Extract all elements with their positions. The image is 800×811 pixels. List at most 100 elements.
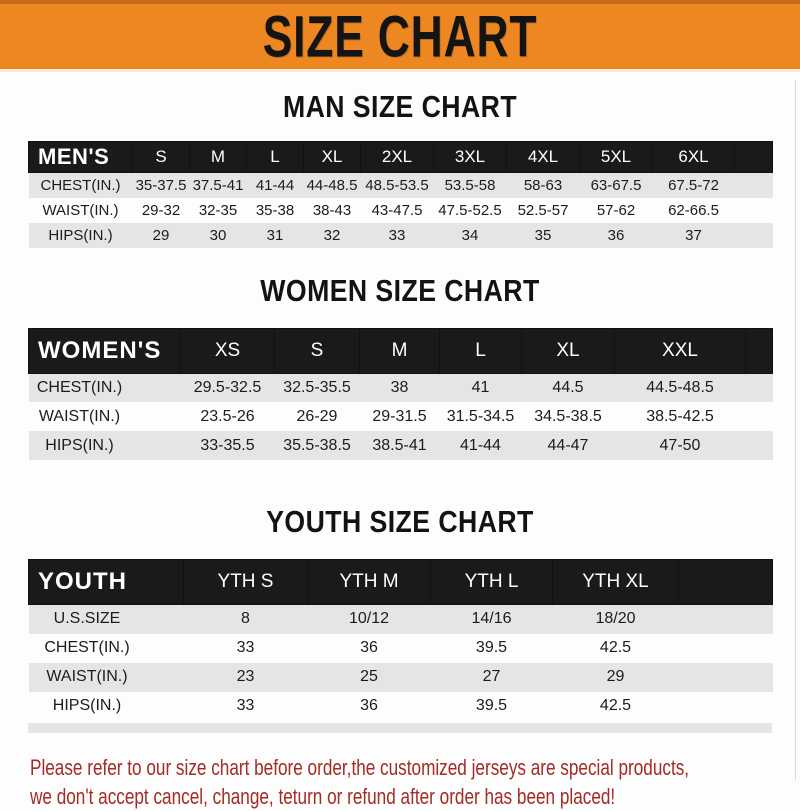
table-header-label: YOUTH [28, 559, 184, 605]
size-cell: 67.5-72 [668, 176, 719, 194]
women-size-table: WOMEN'S XS S M L XL XXL CHEST(IN.) 29.5-32.5 32.5… [28, 327, 773, 460]
size-cell: 41 [471, 378, 490, 396]
header-filler [678, 559, 773, 605]
row-label: HIPS(IN.) [48, 226, 113, 244]
column-header: XXL [614, 327, 746, 374]
table-row: U.S.SIZE 8 10/12 14/16 18/20 [28, 604, 773, 634]
size-cell: 35 [534, 226, 552, 244]
column-header: S [274, 327, 360, 374]
column-header: XS [180, 327, 275, 374]
table-row: WAIST(IN.) 29-32 32-35 35-38 38-43 43-47.5 47.… [28, 197, 773, 223]
size-cell: 62-66.5 [668, 201, 719, 219]
table-header-label: WOMEN'S [28, 327, 181, 374]
row-filler [679, 605, 773, 634]
column-header: 3XL [433, 141, 507, 173]
column-header: YTH XL [552, 559, 679, 605]
size-cell: 32.5-35.5 [283, 378, 351, 396]
column-header: XL [521, 327, 615, 374]
size-cell: 29 [152, 226, 170, 244]
size-cell: 32-35 [198, 201, 238, 219]
row-filler [735, 173, 773, 198]
size-cell: 33 [236, 697, 255, 714]
size-cell: 53.5-58 [444, 176, 496, 194]
row-label: HIPS(IN.) [52, 697, 122, 714]
column-header: YTH L [430, 559, 553, 605]
size-cell: 32 [323, 226, 341, 244]
man-size-chart-title: MAN SIZE CHART [282, 89, 518, 124]
youth-size-table: YOUTH YTH S YTH M YTH L YTH XL U.S.SIZE 8 10/12… [28, 559, 773, 721]
size-cell: 41-44 [255, 176, 295, 194]
size-cell: 33-35.5 [200, 436, 255, 454]
size-cell: 29 [606, 668, 625, 685]
size-cell: 42.5 [599, 639, 632, 656]
size-cell: 38-43 [312, 201, 352, 219]
order-policy-note: Please refer to our size chart before or… [30, 753, 800, 811]
row-label: HIPS(IN.) [45, 436, 114, 454]
size-cell: 42.5 [599, 697, 632, 714]
size-cell: 25 [360, 668, 378, 685]
row-label: CHEST(IN.) [36, 378, 123, 396]
row-label: CHEST(IN.) [40, 176, 121, 194]
size-cell: 44-47 [547, 436, 589, 454]
row-filler [746, 402, 773, 431]
size-cell: 58-63 [523, 176, 563, 194]
header-filler [745, 327, 773, 374]
column-header: 6XL [652, 141, 735, 173]
size-cell: 52.5-57 [517, 201, 569, 219]
table-row: CHEST(IN.) 35-37.5 37.5-41 41-44 44-48.5 48.5… [28, 172, 773, 198]
column-header: YTH M [307, 559, 431, 605]
size-cell: 43-47.5 [371, 201, 423, 219]
size-cell: 10/12 [348, 610, 390, 628]
row-filler [735, 198, 773, 223]
size-cell: 34 [461, 226, 479, 244]
women-size-chart-section: WOMEN SIZE CHART WOMEN'S XS S M L XL XXL CHEST(… [0, 272, 800, 460]
row-label: WAIST(IN.) [42, 201, 119, 219]
youth-table-bottom-strip [28, 722, 772, 733]
row-filler [746, 431, 773, 460]
column-header: 4XL [506, 141, 580, 173]
size-cell: 38.5-41 [372, 436, 427, 454]
size-cell: 8 [241, 610, 250, 628]
size-cell: 37 [685, 226, 702, 244]
banner-title: SIZE CHART [262, 3, 538, 70]
column-header: M [359, 327, 440, 374]
row-filler [679, 634, 773, 663]
size-cell: 14/16 [471, 610, 512, 628]
order-policy-line-1: Please refer to our size chart before or… [30, 754, 690, 780]
size-cell: 44.5 [552, 378, 584, 396]
size-cell: 37.5-41 [192, 176, 244, 194]
row-filler [679, 692, 773, 721]
table-row: WAIST(IN.) 23.5-26 26-29 29-31.5 31.5-34.5 34… [28, 402, 773, 431]
row-label: WAIST(IN.) [46, 668, 128, 685]
size-cell: 23 [236, 668, 255, 685]
youth-size-chart-section: YOUTH SIZE CHART YOUTH YTH S YTH M YTH L YTH… [0, 504, 800, 733]
size-cell: 31.5-34.5 [446, 407, 515, 425]
row-filler [679, 663, 773, 692]
size-cell: 26-29 [296, 407, 338, 425]
size-cell: 39.5 [475, 639, 508, 656]
size-cell: 38 [390, 378, 409, 396]
men-size-table: MEN'S S M L XL 2XL 3XL 4XL 5XL 6XL CHEST(IN.) 35-37… [28, 141, 773, 248]
size-cell: 33 [236, 639, 255, 656]
size-cell: 44.5-48.5 [646, 378, 714, 396]
size-cell: 35.5-38.5 [283, 436, 351, 454]
order-policy-line-2: we don't accept cancel, change, teturn o… [30, 783, 616, 809]
size-cell: 30 [209, 226, 227, 244]
column-header: YTH S [183, 559, 308, 605]
women-size-chart-title: WOMEN SIZE CHART [260, 272, 540, 308]
size-cell: 27 [482, 668, 501, 685]
table-row: WAIST(IN.) 23 25 27 29 [28, 662, 773, 692]
column-header: M [189, 141, 247, 173]
size-cell: 36 [607, 226, 625, 244]
table-row: CHEST(IN.) 33 36 39.5 42.5 [28, 633, 773, 663]
table-header-label: MEN'S [28, 141, 133, 173]
man-size-chart-section: MAN SIZE CHART MEN'S S M L XL 2XL 3XL 4XL 5XL 6XL… [0, 89, 800, 248]
column-header: L [439, 327, 522, 374]
size-cell: 31 [266, 226, 284, 244]
row-label: CHEST(IN.) [44, 639, 130, 656]
size-cell: 23.5-26 [200, 407, 255, 425]
size-cell: 35-38 [255, 201, 295, 219]
size-cell: 36 [360, 639, 378, 656]
column-header: 5XL [579, 141, 653, 173]
header-filler [734, 141, 773, 173]
